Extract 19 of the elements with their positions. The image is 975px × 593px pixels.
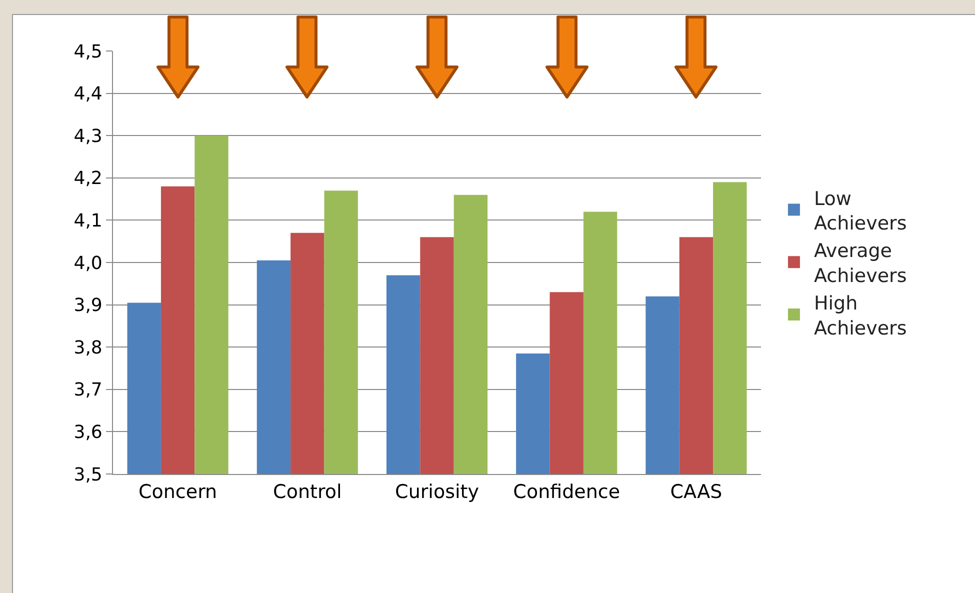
legend-label: High Achievers (814, 292, 907, 340)
x-tick-label: Concern (138, 480, 218, 503)
y-tick-label: 3,6 (74, 422, 102, 443)
y-tick-label: 4,0 (74, 252, 102, 274)
x-tick-label: Control (273, 480, 342, 503)
y-tick-label: 3,7 (74, 380, 102, 401)
x-tick-label: Confidence (513, 480, 620, 503)
y-tick-label: 3,9 (74, 295, 102, 316)
y-tick-label: 4,5 (74, 41, 102, 62)
y-tick-label: 4,3 (74, 126, 102, 147)
x-tick-label: Curiosity (395, 480, 479, 503)
y-tick-label: 4,1 (74, 210, 102, 232)
y-tick-label: 3,8 (74, 337, 102, 358)
legend-label: Average Achievers (814, 240, 907, 287)
x-tick-label: CAAS (670, 480, 722, 503)
y-tick-label: 3,5 (74, 464, 102, 486)
y-tick-label: 4,2 (74, 168, 102, 190)
legend-label: Low Achievers (814, 188, 907, 234)
y-tick-label: 4,4 (74, 84, 102, 105)
